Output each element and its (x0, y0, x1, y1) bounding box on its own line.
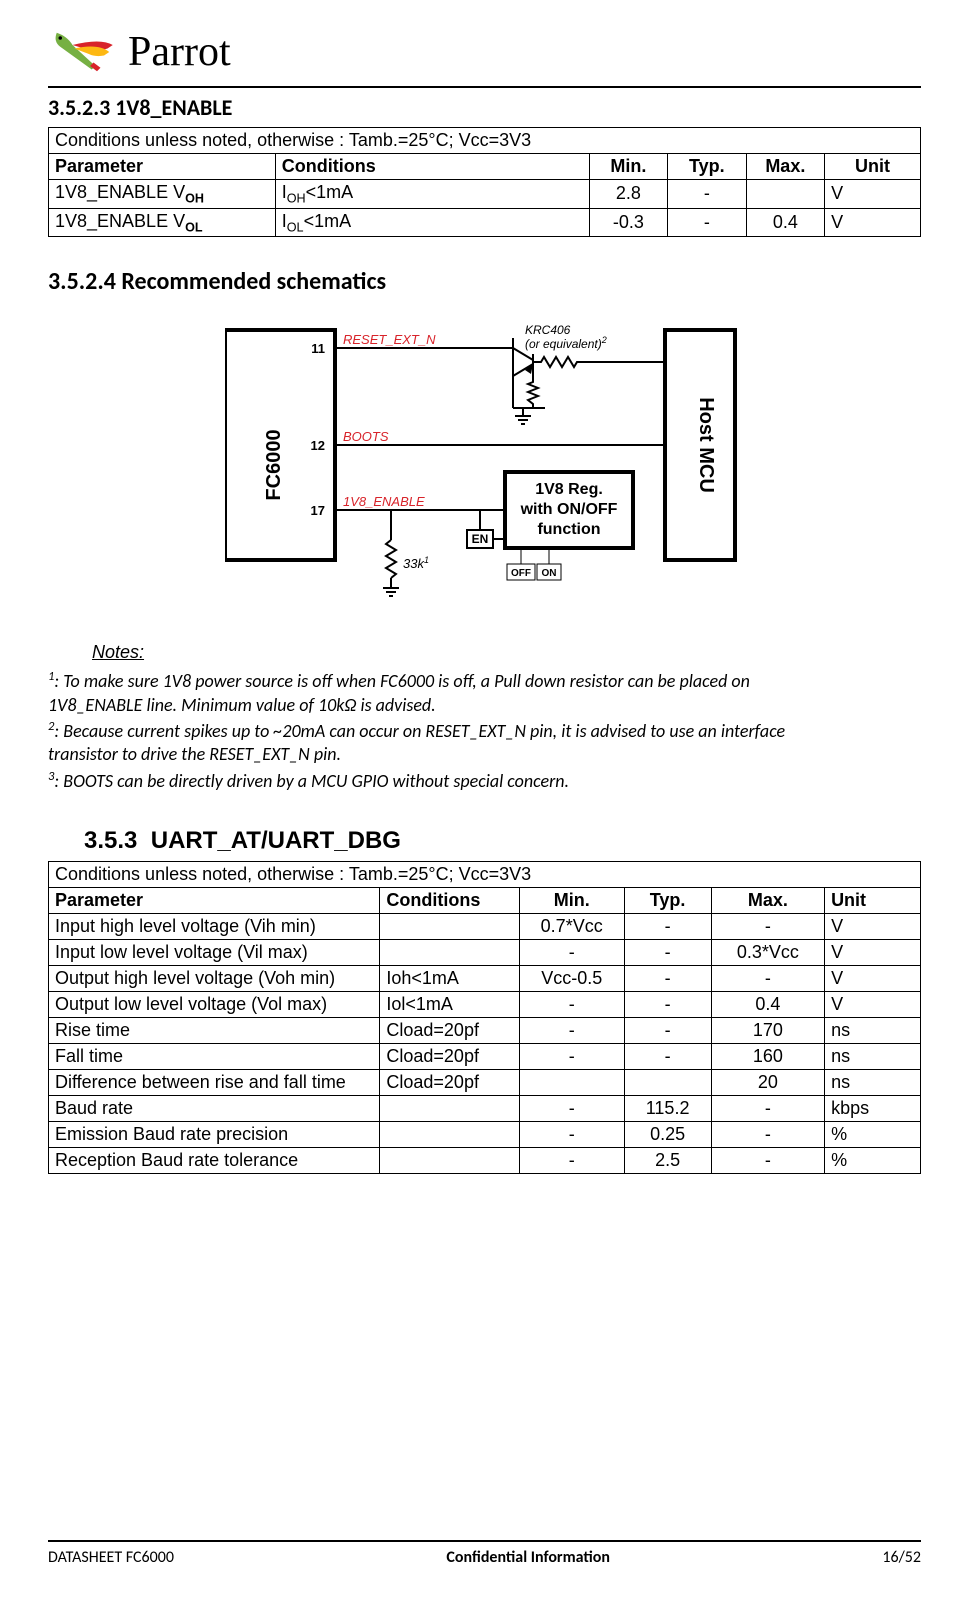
svg-text:17: 17 (310, 503, 324, 518)
table-header: Unit (825, 154, 921, 180)
note-3: 3: BOOTS can be directly driven by a MCU… (48, 769, 921, 793)
table-caption: Conditions unless noted, otherwise : Tam… (49, 128, 921, 154)
svg-text:11: 11 (311, 341, 325, 356)
footer-mid: Confidential Information (446, 1548, 610, 1567)
svg-text:with ON/OFF: with ON/OFF (519, 501, 617, 518)
table-row: 1V8_ENABLE VOLIOL<1mA-0.3-0.4V (49, 208, 921, 237)
table-row: Fall timeCload=20pf--160ns (49, 1044, 921, 1070)
section-3-5-3-heading: 3.5.3 UART_AT/UART_DBG (84, 827, 921, 855)
table-row: Output high level voltage (Voh min)Ioh<1… (49, 966, 921, 992)
table-row: Baud rate-115.2-kbps (49, 1096, 921, 1122)
notes-heading: Notes: (92, 642, 921, 663)
table-header: Typ. (668, 154, 746, 180)
note-1: 1: To make sure 1V8 power source is off … (48, 669, 921, 717)
table-row: 1V8_ENABLE VOHIOH<1mA2.8-V (49, 180, 921, 209)
svg-text:function: function (537, 521, 600, 538)
table-header: Parameter (49, 888, 380, 914)
footer-left: DATASHEET FC6000 (48, 1548, 174, 1567)
svg-text:OFF: OFF (511, 568, 531, 579)
table-uart: Conditions unless noted, otherwise : Tam… (48, 861, 921, 1174)
schematic-diagram: FC6000 11 12 17 Host MCU RESET_EXT_N KRC… (225, 320, 745, 630)
svg-text:EN: EN (471, 532, 488, 546)
table-header: Parameter (49, 154, 276, 180)
svg-text:ON: ON (541, 568, 556, 579)
table-header: Min. (519, 888, 624, 914)
svg-text:BOOTS: BOOTS (343, 429, 389, 444)
table-row: Rise timeCload=20pf--170ns (49, 1018, 921, 1044)
note-2: 2: Because current spikes up to ~20mA ca… (48, 719, 921, 767)
footer-right: 16/52 (882, 1548, 921, 1567)
table-header: Unit (825, 888, 921, 914)
svg-text:(or equivalent)2: (or equivalent)2 (525, 335, 607, 351)
parrot-logo-icon (48, 24, 118, 80)
table-header: Min. (589, 154, 667, 180)
table-header: Conditions (380, 888, 520, 914)
svg-text:12: 12 (310, 438, 324, 453)
header-logo-row: Parrot (48, 24, 921, 88)
table-caption: Conditions unless noted, otherwise : Tam… (49, 862, 921, 888)
svg-text:KRC406: KRC406 (525, 323, 571, 337)
table-header: Typ. (624, 888, 711, 914)
table-1v8-enable: Conditions unless noted, otherwise : Tam… (48, 127, 921, 237)
table-row: Reception Baud rate tolerance-2.5-% (49, 1148, 921, 1174)
svg-text:33k1: 33k1 (403, 555, 429, 571)
table-header: Conditions (275, 154, 589, 180)
svg-text:RESET_EXT_N: RESET_EXT_N (343, 332, 436, 347)
section-3-5-2-3-heading: 3.5.2.3 1V8_ENABLE (48, 94, 921, 121)
svg-text:1V8 Reg.: 1V8 Reg. (535, 481, 603, 498)
table-row: Output low level voltage (Vol max)Iol<1m… (49, 992, 921, 1018)
svg-text:1V8_ENABLE: 1V8_ENABLE (343, 494, 425, 509)
brand-name: Parrot (128, 28, 231, 76)
table-row: Input high level voltage (Vih min)0.7*Vc… (49, 914, 921, 940)
table-row: Emission Baud rate precision-0.25-% (49, 1122, 921, 1148)
table-row: Input low level voltage (Vil max)--0.3*V… (49, 940, 921, 966)
table-header: Max. (746, 154, 824, 180)
svg-text:Host MCU: Host MCU (695, 397, 717, 493)
table-header: Max. (711, 888, 824, 914)
table-row: Difference between rise and fall timeClo… (49, 1070, 921, 1096)
page-footer: DATASHEET FC6000 Confidential Informatio… (48, 1540, 921, 1583)
svg-text:FC6000: FC6000 (263, 430, 285, 501)
section-3-5-2-4-heading: 3.5.2.4 Recommended schematics (48, 267, 921, 296)
